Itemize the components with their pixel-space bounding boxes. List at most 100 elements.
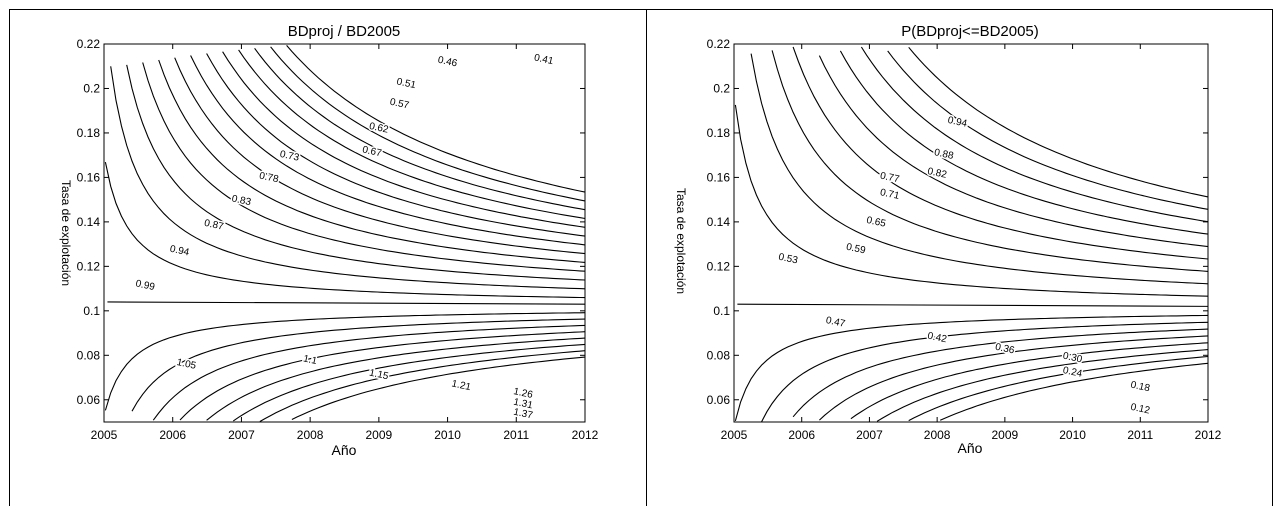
contour-label: 0.42	[926, 331, 948, 346]
x-tick-label: 2012	[572, 428, 599, 442]
contour-line-upper	[126, 64, 586, 281]
contour-line-lower	[819, 335, 1209, 421]
contour-line-upper	[860, 46, 1209, 223]
y-tick-label: 0.22	[707, 37, 731, 51]
contour-line-lower	[734, 314, 1209, 422]
y-axis-label: Tasa de explotación	[59, 180, 73, 286]
y-tick-label: 0.14	[77, 215, 101, 229]
contour-lines	[104, 45, 586, 422]
contour-line-lower	[291, 356, 586, 420]
y-tick-label: 0.12	[77, 259, 101, 273]
chart-title: BDproj / BD2005	[288, 23, 401, 40]
y-tick-label: 0.14	[707, 215, 731, 229]
contour-panel-probability: P(BDproj<=BD2005) 0.940.880.820.770.710.…	[674, 23, 1222, 456]
contour-label: 0.82	[926, 166, 948, 181]
contour-line-upper	[908, 46, 1209, 198]
y-axis-ticks: 0.06 0.08 0.1 0.12 0.14 0.16 0.18 0.2 0.22	[707, 37, 1208, 407]
x-tick-label: 2011	[503, 428, 529, 442]
y-tick-label: 0.2	[83, 81, 100, 95]
contour-label: 0.53	[777, 252, 799, 267]
x-tick-label: 2007	[228, 428, 255, 442]
contour-line-upper	[174, 57, 586, 255]
y-tick-label: 0.2	[713, 81, 730, 95]
x-tick-label: 2006	[788, 428, 815, 442]
contour-label: 1.15	[368, 368, 390, 383]
contour-line-upper	[734, 104, 1209, 297]
x-tick-label: 2008	[297, 428, 324, 442]
contour-line-upper	[887, 50, 1209, 210]
contour-line-upper	[142, 62, 586, 272]
x-tick-label: 2006	[159, 428, 186, 442]
plot-area-frame	[103, 43, 586, 423]
x-tick-label: 2005	[721, 428, 748, 442]
y-tick-label: 0.08	[707, 348, 731, 362]
contour-label: 0.78	[258, 170, 280, 185]
y-tick-label: 0.1	[713, 304, 730, 318]
contour-label: 0.73	[279, 149, 301, 164]
contour-line-central	[737, 303, 1209, 307]
contour-line-lower	[152, 324, 586, 421]
contour-line-upper	[104, 161, 586, 299]
contour-label: 0.18	[1130, 380, 1152, 395]
y-tick-label: 0.1	[83, 304, 100, 318]
x-tick-label: 2009	[992, 428, 1019, 442]
contour-label: 0.94	[169, 244, 191, 259]
x-tick-label: 2005	[91, 428, 118, 442]
contour-label: 0.77	[879, 170, 901, 185]
contour-line-upper	[190, 55, 586, 246]
contour-line-lower	[939, 362, 1209, 421]
contour-line-central	[107, 301, 586, 305]
contour-label: 0.12	[1130, 402, 1152, 417]
contour-line-upper	[254, 47, 586, 211]
contour-label: 0.47	[825, 315, 847, 330]
contour-label: 0.87	[203, 218, 225, 233]
contour-label: 1.21	[451, 378, 473, 393]
y-tick-label: 0.22	[77, 37, 101, 51]
y-tick-label: 0.18	[77, 126, 101, 140]
x-tick-label: 2007	[856, 428, 883, 442]
contour-line-upper	[771, 50, 1209, 272]
contour-panel-ratio: BDproj / BD2005 0.410.460.510.570.620.67…	[59, 23, 599, 458]
y-tick-label: 0.18	[707, 126, 731, 140]
contour-label: 0.46	[437, 55, 459, 70]
x-tick-label: 2008	[924, 428, 951, 442]
contour-line-upper	[206, 53, 586, 237]
y-axis-label: Tasa de explotación	[674, 188, 688, 294]
contour-line-upper	[158, 59, 586, 263]
y-tick-label: 0.16	[77, 170, 101, 184]
x-axis-ticks: 2005 2006 2007 2008 2009 2010 2011 2012	[91, 44, 599, 442]
x-axis-ticks: 2005 2006 2007 2008 2009 2010 2011 2012	[721, 44, 1222, 442]
contour-line-lower	[908, 355, 1209, 422]
contour-label: 0.30	[1062, 351, 1084, 366]
contour-line-upper	[750, 53, 1209, 285]
contour-line-lower	[761, 321, 1209, 422]
x-tick-label: 2011	[1127, 428, 1153, 442]
x-axis-label: Año	[958, 440, 983, 456]
contour-label: 0.57	[389, 97, 411, 112]
x-tick-label: 2010	[1059, 428, 1086, 442]
x-tick-label: 2009	[366, 428, 393, 442]
y-tick-label: 0.06	[707, 393, 731, 407]
x-tick-label: 2010	[434, 428, 461, 442]
contour-line-lower	[104, 312, 586, 411]
x-axis-label: Año	[332, 442, 357, 458]
y-tick-label: 0.12	[707, 259, 731, 273]
contour-lines	[734, 46, 1209, 422]
contour-line-lower	[179, 331, 586, 421]
contour-label: 0.51	[396, 76, 418, 91]
contour-line-upper	[222, 51, 586, 228]
y-axis-ticks: 0.06 0.08 0.1 0.12 0.14 0.16 0.18 0.2 0.22	[77, 37, 585, 407]
contour-label: 0.59	[845, 242, 867, 257]
contour-label: 0.71	[879, 187, 901, 202]
contour-labels: 0.94 0.88 0.82 0.77 0.71 0.65 0.59 0.53 0.47 0.42…	[776, 113, 1153, 418]
contour-line-upper	[238, 49, 586, 220]
contour-line-upper	[839, 50, 1209, 235]
contour-label: 0.94	[947, 115, 969, 130]
contour-line-upper	[270, 46, 586, 202]
contour-line-lower	[850, 342, 1209, 420]
y-tick-label: 0.06	[77, 393, 101, 407]
y-tick-label: 0.08	[77, 348, 101, 362]
plot-area-frame	[733, 43, 1209, 423]
